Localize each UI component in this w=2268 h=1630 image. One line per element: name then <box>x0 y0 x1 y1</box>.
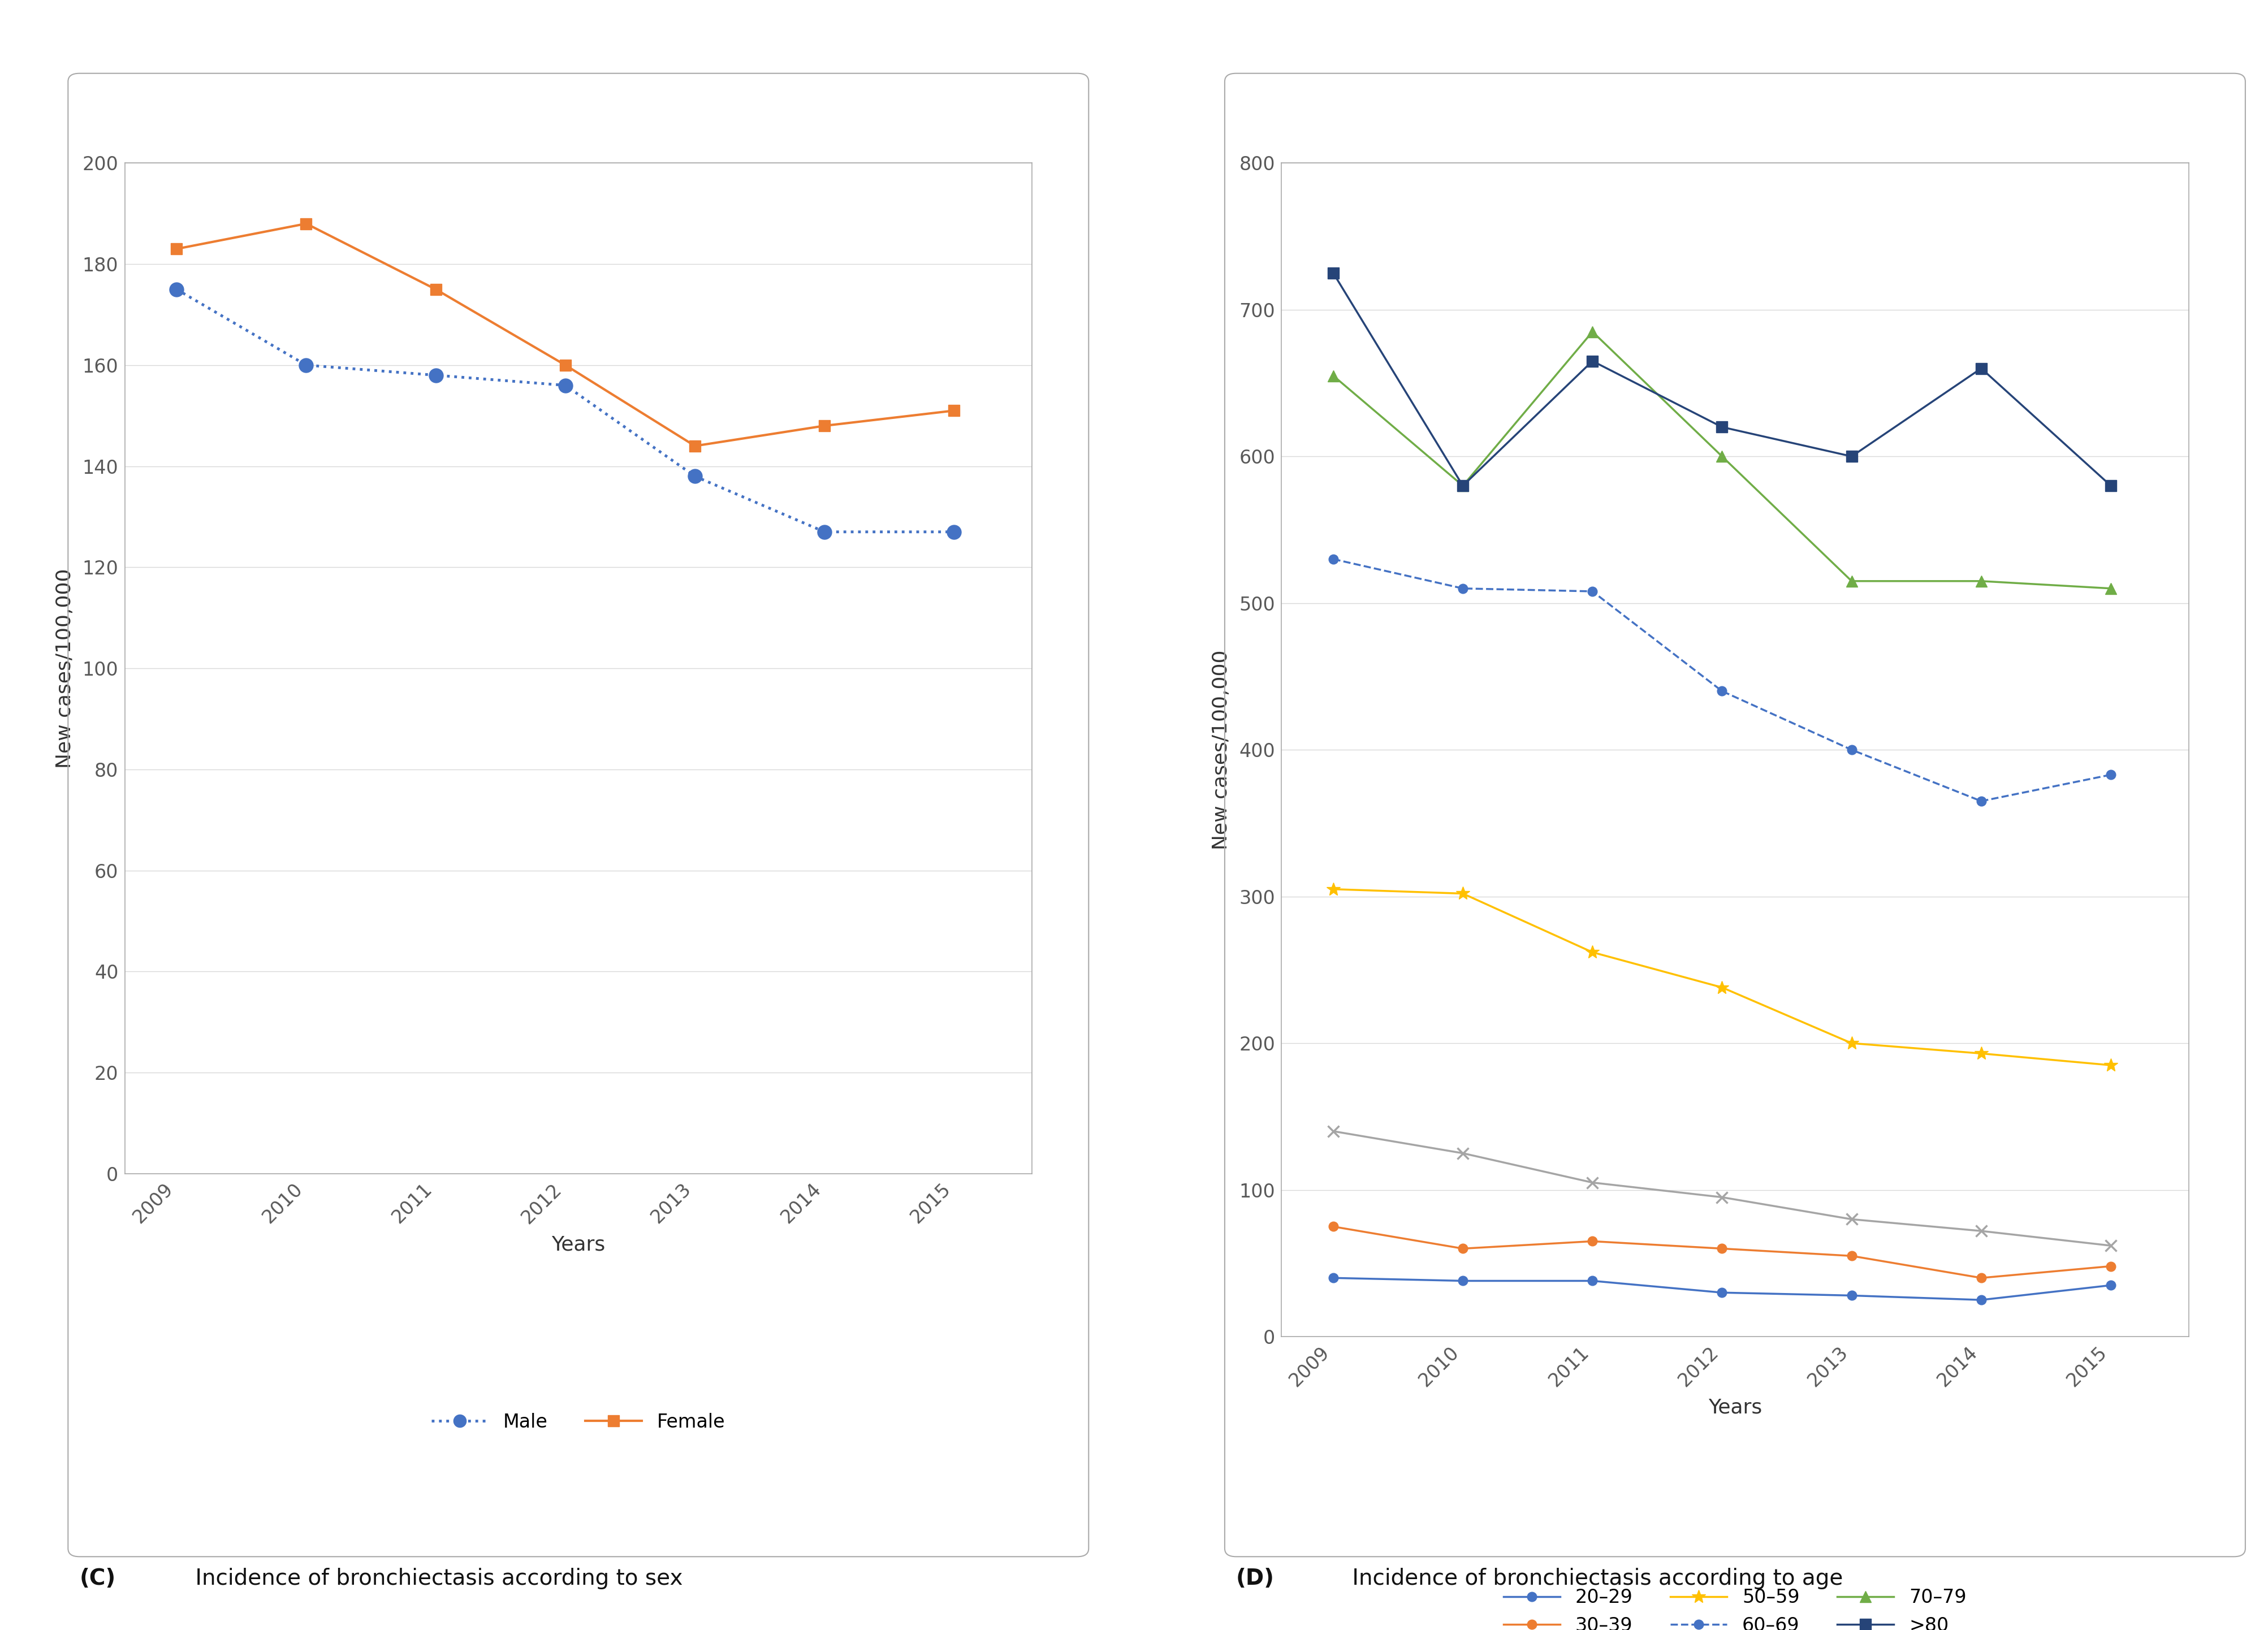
Y-axis label: New cases/100,000: New cases/100,000 <box>54 569 75 768</box>
Legend: 20–29, 30–39, 40–49, 50–59, 60–69, 70–79, >80: 20–29, 30–39, 40–49, 50–59, 60–69, 70–79… <box>1497 1581 1973 1630</box>
Text: Incidence of bronchiectasis according to sex: Incidence of bronchiectasis according to… <box>188 1568 683 1589</box>
X-axis label: Years: Years <box>1708 1399 1762 1416</box>
Text: (D): (D) <box>1236 1568 1275 1589</box>
Y-axis label: New cases/100,000: New cases/100,000 <box>1211 650 1232 849</box>
Text: Incidence of bronchiectasis according to age: Incidence of bronchiectasis according to… <box>1345 1568 1842 1589</box>
Text: (C): (C) <box>79 1568 116 1589</box>
Legend: Male, Female: Male, Female <box>424 1405 733 1439</box>
X-axis label: Years: Years <box>551 1236 606 1253</box>
